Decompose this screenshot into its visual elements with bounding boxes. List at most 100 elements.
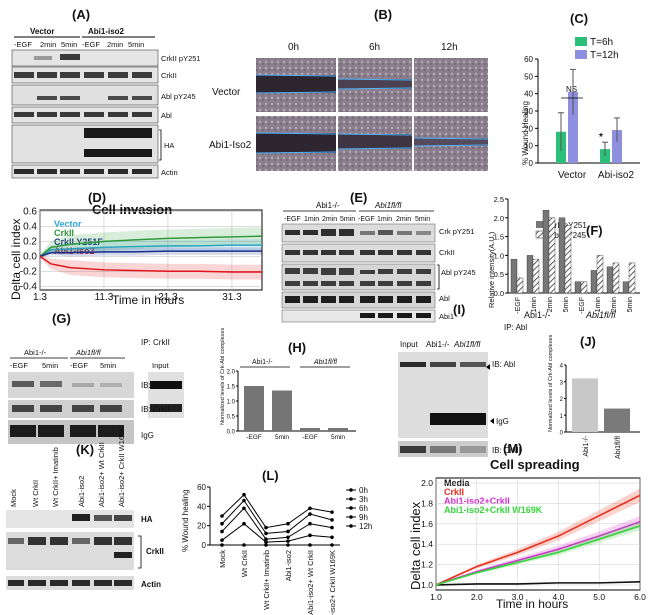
panel-l-legend-marker bbox=[349, 524, 353, 528]
panel-i-lane-2: Abi1-/- bbox=[426, 340, 450, 349]
panel-k-row-actin: Actin bbox=[141, 580, 161, 589]
panel-f-group-1: Abi1-/- bbox=[524, 310, 551, 320]
panel-f-chart: Relative intensity(A.U.) Crk pY251 Abl p… bbox=[487, 195, 640, 320]
panel-d-legend-abi: Abi1-iso2 bbox=[54, 246, 95, 256]
panel-label-c: (C) bbox=[570, 11, 588, 26]
panel-h-bar bbox=[244, 386, 264, 431]
panel-f-ytick-label: 0.0 bbox=[494, 289, 504, 298]
panel-d-series-line bbox=[39, 255, 262, 273]
panel-k-blot: Mock Wt CrkII Wt CrkII+ Imatinib Abi1-is… bbox=[6, 427, 164, 590]
panel-f-xtick-label: 5min bbox=[563, 297, 570, 312]
panel-f-xtick-label: 5min bbox=[627, 297, 634, 312]
panel-g-lane-2: 5min bbox=[42, 361, 58, 370]
panel-l-ylabel: % Wound healing bbox=[181, 489, 190, 552]
panel-j-bar bbox=[604, 408, 630, 432]
panel-c-star: * bbox=[599, 132, 603, 143]
panel-g-lane-input: Input bbox=[152, 361, 170, 370]
panel-c-ytick-label: 30 bbox=[524, 107, 533, 116]
panel-c-legend-swatch-12h bbox=[575, 50, 587, 59]
panel-d-xtick-label: 21.3 bbox=[158, 292, 178, 303]
panel-f-ytick-label: 0.5 bbox=[494, 270, 504, 279]
panel-j-ytick-label: 3 bbox=[560, 380, 564, 386]
panel-l-point bbox=[220, 543, 224, 547]
panel-d-errorband bbox=[40, 227, 262, 259]
panel-b-time-6h: 6h bbox=[369, 42, 380, 53]
panel-l-point bbox=[286, 543, 290, 547]
panel-j-ytick-label: 2 bbox=[560, 397, 564, 403]
panel-k-row-ha: HA bbox=[141, 515, 153, 524]
panel-l-xtick-label: Mock bbox=[218, 550, 227, 568]
panel-l-point bbox=[220, 538, 224, 542]
panel-e-row-crkii: CrkII bbox=[439, 248, 455, 257]
panel-label-j: (J) bbox=[580, 334, 596, 349]
panel-d-series-line bbox=[39, 244, 262, 257]
panel-f-bar bbox=[606, 266, 614, 294]
panel-d-chart: Cell invasion Delta cell index Time in h… bbox=[9, 202, 263, 307]
panel-l-series-line bbox=[221, 499, 333, 534]
panel-l-point bbox=[264, 525, 268, 530]
panel-c-ytick-label: 10 bbox=[524, 142, 533, 151]
panel-d-ytick-label: 0.6 bbox=[23, 206, 37, 217]
panel-g-row-abl: IB: Abl bbox=[141, 381, 164, 390]
panel-a-lane-3: 5min bbox=[61, 40, 77, 49]
panel-b-row-abi: Abi1-Iso2 bbox=[209, 140, 252, 151]
panel-i-lane-input: Input bbox=[400, 340, 419, 349]
panel-a-row-abl: Abl bbox=[161, 111, 172, 120]
panel-l-point bbox=[264, 531, 268, 536]
panel-m-xlabel: Time in hours bbox=[496, 597, 568, 611]
panel-e-lane-1: -EGF bbox=[284, 216, 301, 223]
panel-c-ytick-label: 60 bbox=[524, 55, 533, 64]
panel-m-xtick-label: 3.0 bbox=[512, 592, 524, 602]
panel-c-legend-swatch-6h bbox=[575, 37, 587, 46]
panel-m-xtick-label: 5.0 bbox=[593, 592, 605, 602]
panel-l-point bbox=[308, 512, 312, 516]
panel-d-series-line bbox=[39, 235, 263, 257]
panel-m-xtick-label: 2.0 bbox=[471, 592, 483, 602]
panel-l-point bbox=[242, 498, 246, 503]
panel-f-xtick-label: 2min bbox=[547, 297, 554, 312]
panel-j-xtick-label: Abi1fl/fl bbox=[615, 436, 622, 459]
panel-l-point bbox=[264, 543, 268, 547]
panel-l-point bbox=[286, 535, 290, 540]
panel-l-point bbox=[286, 521, 290, 526]
panel-f-xtick-label: 1min bbox=[595, 297, 602, 312]
panel-d-errorband bbox=[40, 239, 262, 258]
panel-l-point bbox=[308, 543, 312, 547]
panel-d-xtick-label: 1.3 bbox=[33, 292, 47, 303]
panel-m-xtick-label: 6.0 bbox=[634, 592, 646, 602]
panel-d-ytick-label: -0.4 bbox=[20, 281, 38, 292]
panel-m-series-line bbox=[435, 525, 641, 586]
panel-j-ytick-label: 0 bbox=[560, 431, 564, 437]
panel-g-lane-4: 5min bbox=[100, 361, 116, 370]
panel-a-row-ha: HA bbox=[164, 141, 174, 150]
panel-f-xtick-label: 2min bbox=[611, 297, 618, 312]
panel-c-ylabel: % Wound Healing bbox=[521, 101, 530, 165]
panel-k-lane-4: Abi1-iso2 bbox=[77, 476, 86, 507]
panel-c-xtick-label: Vector bbox=[558, 170, 587, 181]
panel-l-point bbox=[330, 535, 334, 540]
panel-h-ytick-label: 0.0 bbox=[227, 430, 236, 436]
panel-m-ytick-label: 1.6 bbox=[421, 519, 433, 529]
panel-m-title: Cell spreading bbox=[490, 457, 580, 472]
panel-f-bar bbox=[612, 262, 620, 294]
panel-f-xtick-label: 1min bbox=[531, 297, 538, 312]
panel-label-e: (E) bbox=[350, 190, 367, 205]
panel-f-bar bbox=[510, 258, 518, 294]
panel-e-row-abi1: Abi1 bbox=[439, 312, 454, 321]
panel-a-group-abi: Abi1-iso2 bbox=[88, 27, 125, 36]
panel-a-blot: Vector Abi1-iso2 -EGF 2min 5min -EGF 2mi… bbox=[11, 27, 201, 179]
panel-e-lane-3: 2min bbox=[322, 216, 337, 223]
panel-c-xtick-label: Abi-iso2 bbox=[598, 170, 635, 181]
panel-e-lane-5: -EGF bbox=[358, 216, 375, 223]
panel-label-k: (K) bbox=[76, 442, 94, 457]
panel-f-xtick-label: -EGF bbox=[515, 297, 522, 314]
panel-d-ytick-label: 0.4 bbox=[23, 221, 37, 232]
panel-f-bar bbox=[596, 255, 604, 294]
panel-d-xlabel: Time in hours bbox=[112, 293, 184, 307]
panel-l-point bbox=[330, 525, 334, 530]
panel-i-row-abl: IB: Abl bbox=[492, 360, 515, 369]
panel-h-group-1: Abi1-/- bbox=[252, 359, 273, 366]
panel-l-xtick-label: Wt CrkII bbox=[240, 550, 249, 577]
panel-h-xtick-label: 5min bbox=[275, 434, 289, 441]
